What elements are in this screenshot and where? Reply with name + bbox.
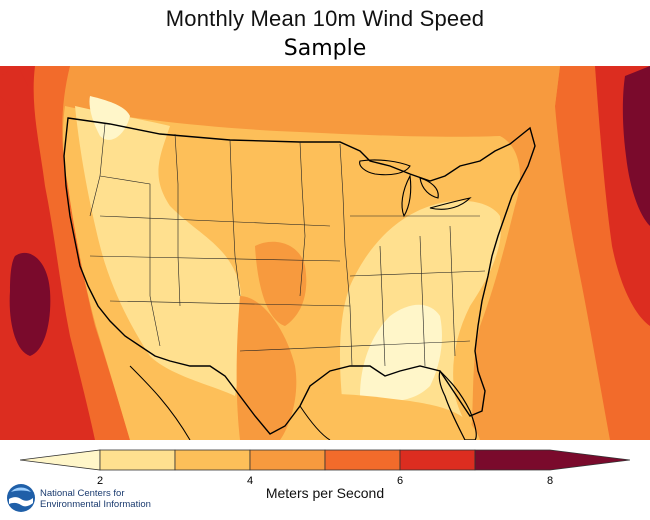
chart-subtitle: Sample — [283, 36, 367, 61]
atlantic-max — [622, 66, 650, 226]
colorbar-bin-4 — [324, 449, 401, 471]
colorbar-tick-8: 8 — [547, 475, 553, 487]
us-outline — [63, 117, 536, 435]
colorbar-bin-0 — [20, 449, 101, 471]
colorbar-bin-1 — [99, 449, 176, 471]
gulf-coast-mexico — [299, 405, 331, 440]
baja-coast — [129, 365, 191, 440]
ncei-line1: National Centers for — [40, 488, 125, 499]
colorbar-tick-4: 4 — [247, 475, 253, 487]
colorbar-bin-2 — [174, 449, 251, 471]
colorbar-tick-6: 6 — [397, 475, 403, 487]
lake-superior — [359, 159, 411, 176]
colorbar-bin-3 — [249, 449, 326, 471]
colorbar: 2 4 6 8 — [20, 449, 630, 487]
noaa-logo-icon — [7, 484, 35, 512]
chart-title: Monthly Mean 10m Wind Speed — [165, 6, 485, 31]
southeast-lowest — [360, 304, 442, 402]
ncei-line2: Environmental Information — [40, 499, 151, 510]
pacific-nw-lowest — [89, 96, 130, 140]
wind-speed-map — [0, 66, 650, 440]
northern-band — [70, 66, 560, 138]
texas-pocket — [236, 296, 297, 440]
west-coast-max — [9, 252, 51, 356]
west-corner-red — [0, 66, 28, 106]
colorbar-tick-2: 2 — [97, 475, 103, 487]
colorbar-bin-6 — [474, 449, 630, 471]
lake-erie — [429, 197, 472, 210]
lake-huron — [419, 177, 439, 199]
ncei-logo: National Centers for Environmental Infor… — [6, 483, 166, 517]
florida-outline — [438, 369, 477, 440]
state-borders — [89, 123, 486, 367]
gulf-region — [300, 393, 480, 440]
colorbar-bin-5 — [399, 449, 476, 471]
ncei-text: National Centers for Environmental Infor… — [40, 488, 151, 510]
colorbar-label: Meters per Second — [265, 485, 385, 501]
